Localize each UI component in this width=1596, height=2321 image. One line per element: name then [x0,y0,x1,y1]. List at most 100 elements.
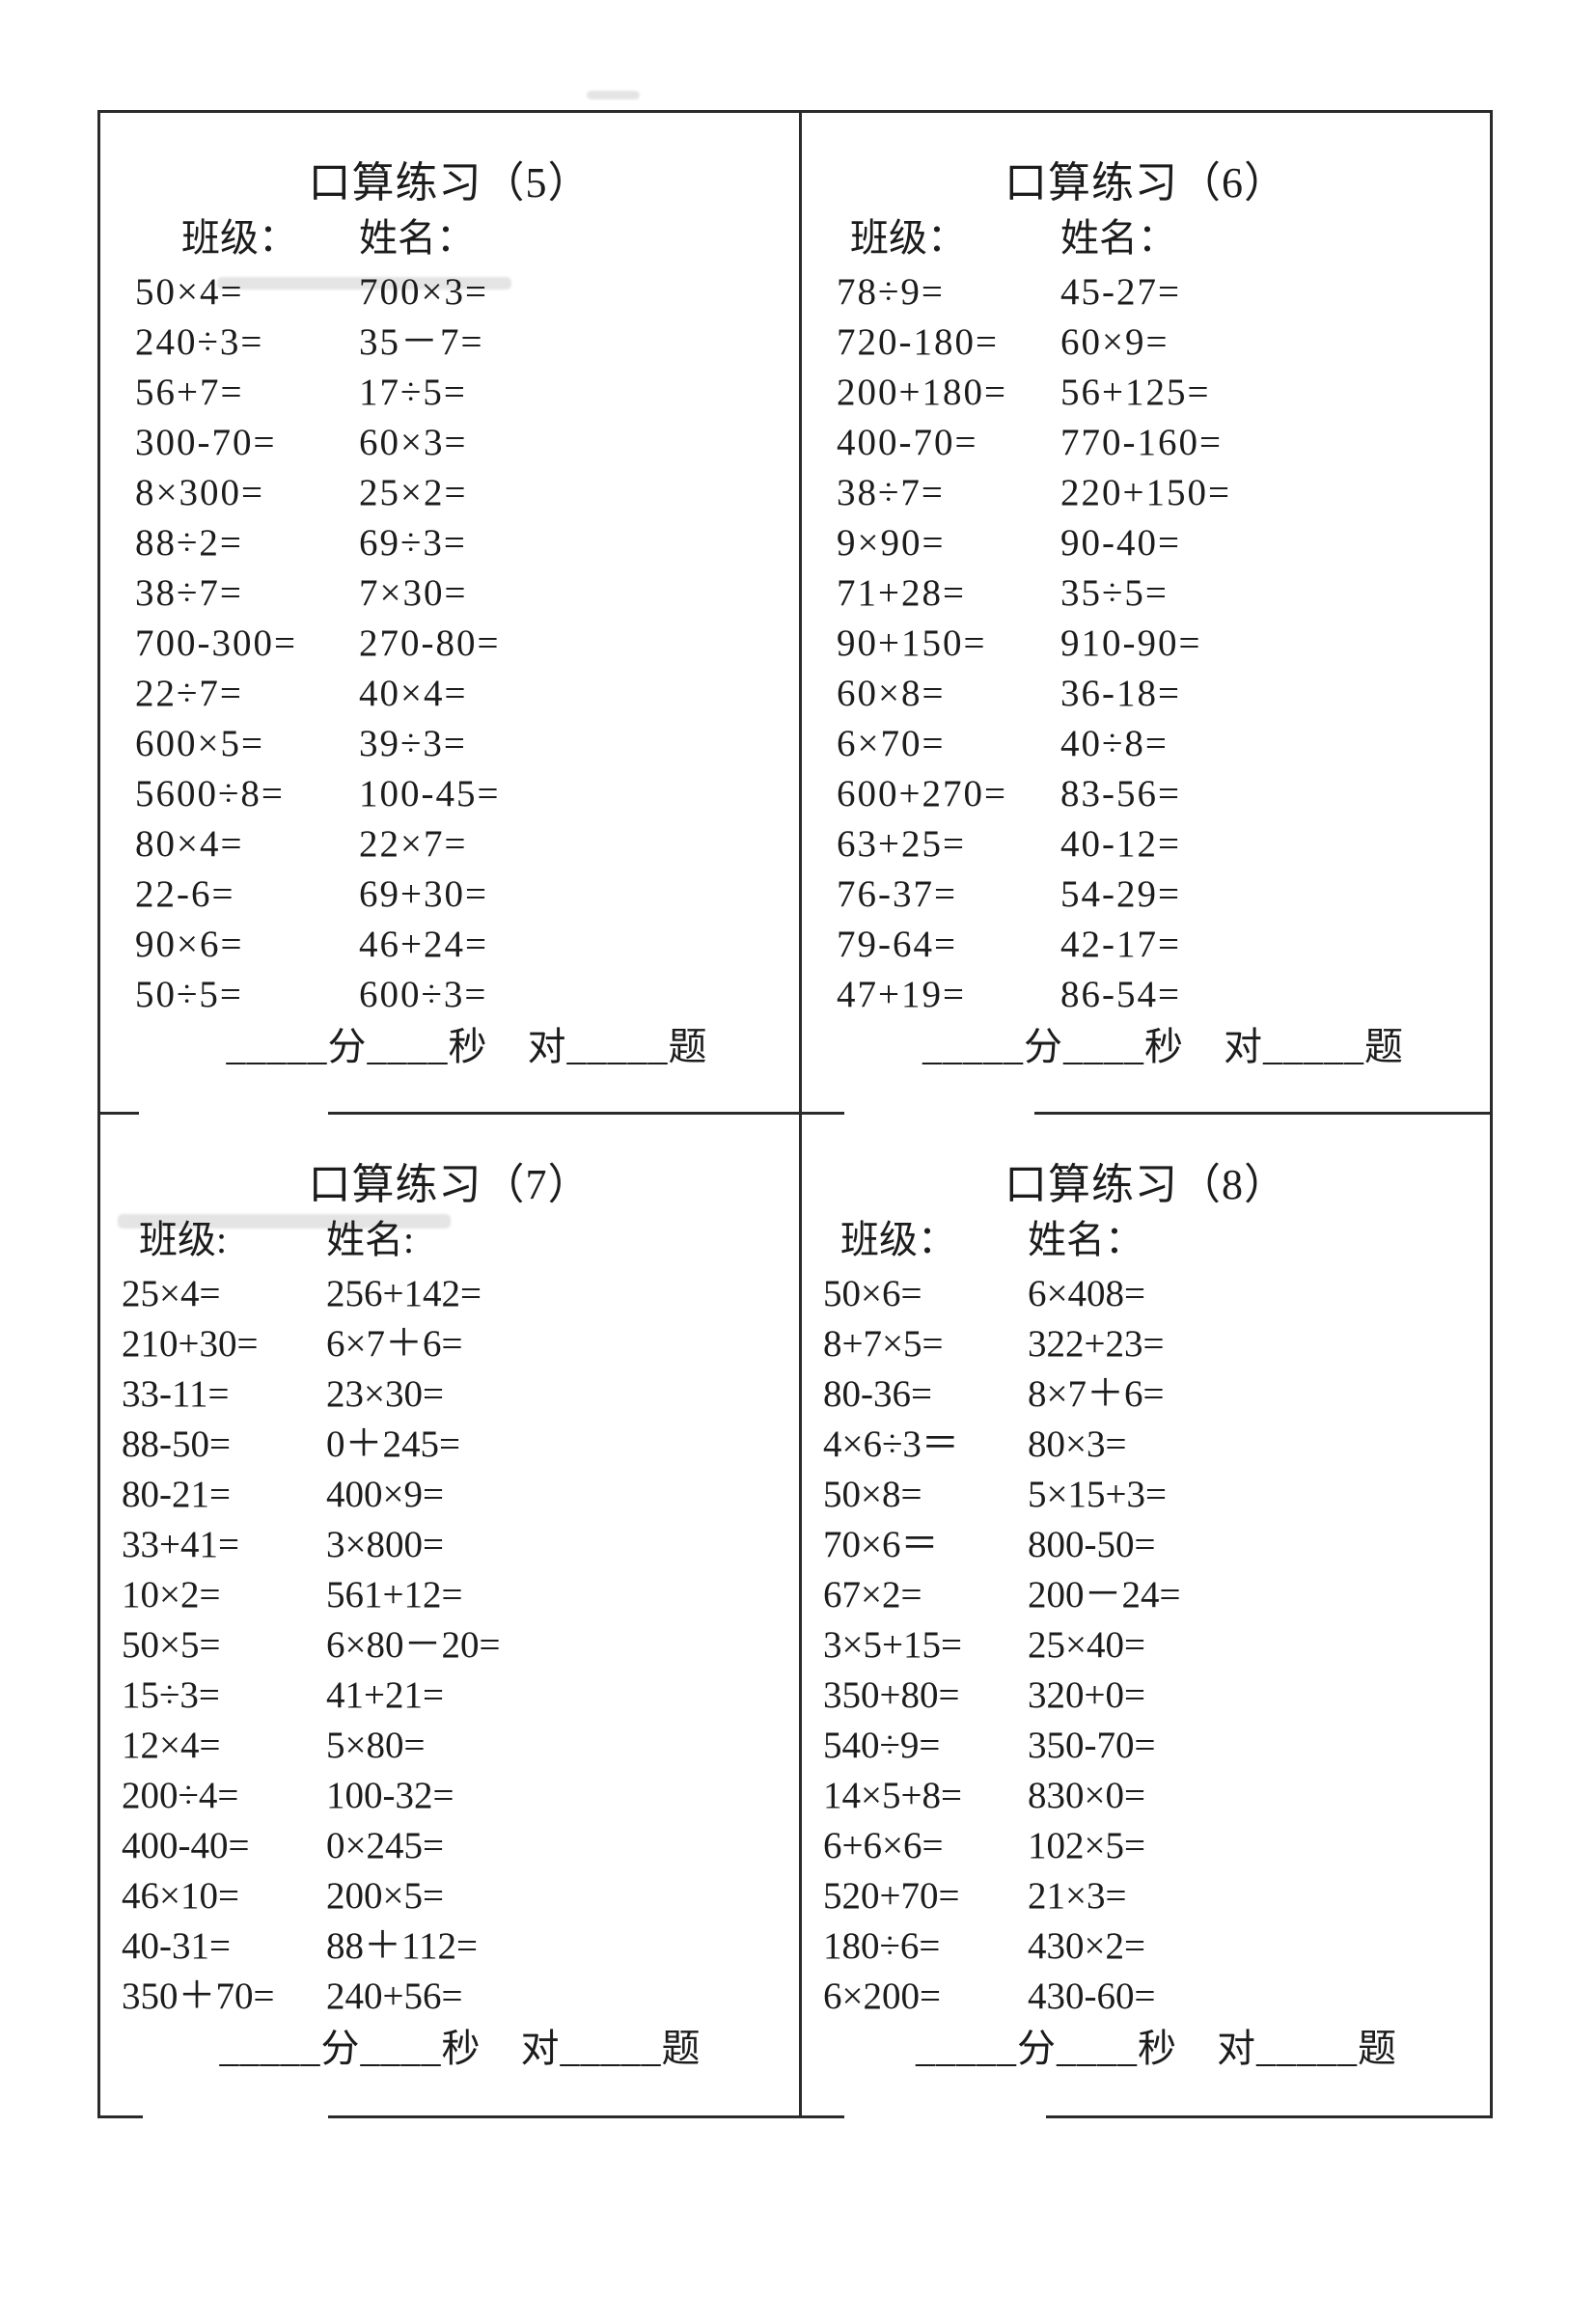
problem: 770-160= [1060,422,1223,463]
worksheet-body: 班级： 姓名： 50×6= 6×408= 8+7×5= 322+23= 80-36= 8×… [802,1217,1490,2072]
problem-list: 50×4= 700×3= 240÷3= 35－7= 56+7= 17÷5= 300-70= 6… [135,267,799,1020]
problem-row: 40-31= 88＋112= [122,1921,799,1972]
problem: 25×4= [122,1273,221,1314]
problem-row: 14×5+8= 830×0= [823,1771,1490,1821]
problem: 70×6＝ [823,1524,939,1565]
problem-row: 60×8= 36-18= [837,669,1490,719]
problem-row: 67×2= 200－24= [823,1570,1490,1620]
problem: 6×408= [1028,1273,1145,1314]
timing-footer: _____分____秒 对_____题 [916,2027,1397,2070]
problem-list: 78÷9= 45-27= 720-180= 60×9= 200+180= 56+125= 4… [837,267,1490,1020]
problem: 320+0= [1028,1674,1145,1716]
problem-row: 63+25= 40-12= [837,819,1490,870]
name-label: 姓名: [326,1218,415,1261]
problem-row: 78÷9= 45-27= [837,267,1490,318]
problem-row: 210+30= 6×7＋6= [122,1319,799,1369]
problem: 56+125= [1060,372,1211,413]
problem: 35÷5= [1060,572,1169,614]
problem: 350＋70= [122,1976,275,2017]
problem: 6×80－20= [326,1624,501,1666]
problem-row: 200+180= 56+125= [837,368,1490,418]
worksheet-5: 口算练习（5） 班级： 姓名： 50×4= 700×3= 240÷3= 35－7= 56… [100,113,799,1112]
problem: 88＋112= [326,1925,479,1967]
problem: 240+56= [326,1976,463,2017]
problem: 36-18= [1060,673,1181,714]
problem: 5×15+3= [1028,1474,1167,1515]
problem-row: 600+270= 83-56= [837,769,1490,819]
problem: 200+180= [837,372,1007,413]
problem: 69÷3= [359,522,467,564]
problem: 256+142= [326,1273,482,1314]
problem-row: 88÷2= 69÷3= [135,518,799,568]
table-border-bottom-seg3 [1046,2115,1493,2118]
problem: 38÷7= [135,572,243,614]
problem: 46×10= [122,1875,239,1917]
scan-artifact [217,277,511,290]
problem: 200×5= [326,1875,444,1917]
problem-row: 79-64= 42-17= [837,920,1490,970]
worksheet-body: 班级： 姓名： 50×4= 700×3= 240÷3= 35－7= 56+7= 17÷5=… [100,215,799,1070]
problem: 25×2= [359,472,468,513]
problem-list: 50×6= 6×408= 8+7×5= 322+23= 80-36= 8×7＋6= 4×6÷… [823,1269,1490,2022]
problem: 430-60= [1028,1976,1156,2017]
problem: 45-27= [1060,271,1181,313]
table-divider-horizontal-seg3 [1034,1112,1493,1115]
class-label: 班级： [840,1218,956,1261]
problem-row: 200÷4= 100-32= [122,1771,799,1821]
problem-row: 90+150= 910-90= [837,619,1490,669]
problem: 80-21= [122,1474,231,1515]
problem: 430×2= [1028,1925,1145,1967]
problem: 6×200= [823,1976,941,2017]
problem: 67×2= [823,1574,922,1616]
problem: 100-45= [359,773,501,815]
problem: 71+28= [837,572,966,614]
problem: 4×6÷3＝ [823,1423,959,1465]
problem: 15÷3= [122,1674,220,1716]
problem-row: 9×90= 90-40= [837,518,1490,568]
problem-row: 300-70= 60×3= [135,418,799,468]
problem: 90-40= [1060,522,1181,564]
problem: 8×300= [135,472,264,513]
scan-artifact [587,91,640,99]
problem: 6+6×6= [823,1825,944,1866]
problem-row: 50×6= 6×408= [823,1269,1490,1319]
problem-row: 520+70= 21×3= [823,1871,1490,1921]
problem: 23×30= [326,1373,444,1415]
problem: 50×8= [823,1474,922,1515]
problem: 600÷3= [359,974,488,1015]
problem-row: 10×2= 561+12= [122,1570,799,1620]
problem-row: 38÷7= 220+150= [837,468,1490,518]
class-label: 班级： [181,216,297,260]
scan-artifact [118,1214,451,1229]
problem: 6×7＋6= [326,1323,463,1365]
problem: 63+25= [837,823,966,865]
problem: 50÷5= [135,974,243,1015]
table-border-top [97,110,1493,113]
problem: 50×6= [823,1273,922,1314]
problem-row: 56+7= 17÷5= [135,368,799,418]
problem-row: 33+41= 3×800= [122,1520,799,1570]
problem-list: 25×4= 256+142= 210+30= 6×7＋6= 33-11= 23×30= 88… [122,1269,799,2022]
problem: 33+41= [122,1524,239,1565]
class-label: 班级： [850,216,966,260]
problem: 7×30= [359,572,468,614]
problem: 10×2= [122,1574,221,1616]
problem: 0＋245= [326,1423,460,1465]
timing-footer: _____分____秒 对_____题 [922,1025,1404,1068]
problem: 300-70= [135,422,277,463]
problem-row: 80-21= 400×9= [122,1470,799,1520]
problem: 35－7= [359,321,484,363]
problem: 400-40= [122,1825,250,1866]
problem-row: 600×5= 39÷3= [135,719,799,769]
problem-row: 4×6÷3＝ 80×3= [823,1420,1490,1470]
problem: 22÷7= [135,673,243,714]
problem: 520+70= [823,1875,960,1917]
problem: 6×70= [837,723,946,764]
problem: 350-70= [1028,1725,1156,1766]
worksheet-7: 口算练习（7） 班级: 姓名: 25×4= 256+142= 210+30= 6×7＋… [100,1115,799,2115]
class-label: 班级: [139,1218,228,1261]
problem-row: 240÷3= 35－7= [135,318,799,368]
problem: 100-32= [326,1775,454,1816]
problem: 88÷2= [135,522,243,564]
problem: 322+23= [1028,1323,1165,1365]
